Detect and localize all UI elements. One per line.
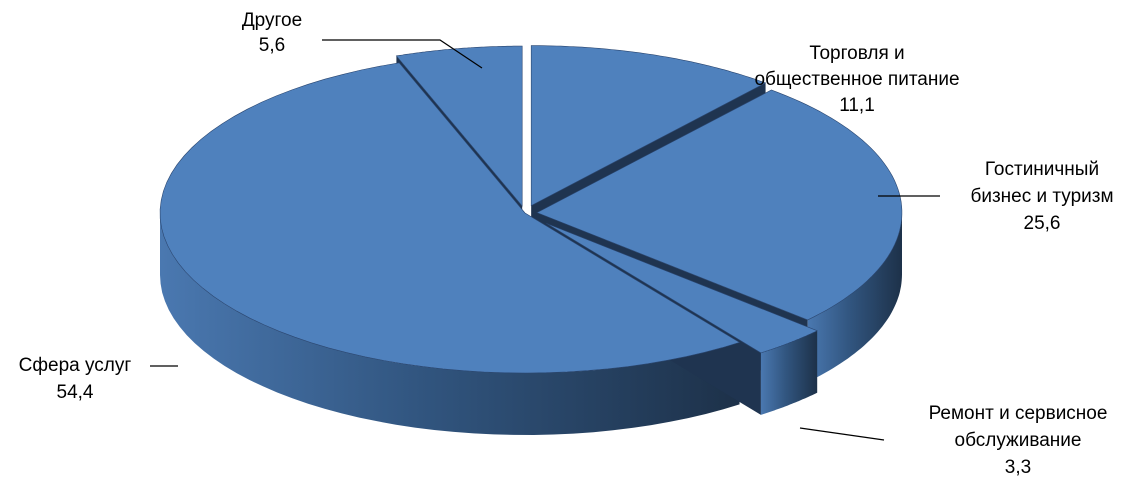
slice-label-other-name: Другое (242, 10, 302, 31)
leader-lines (150, 39, 940, 441)
slice-repair (546, 223, 818, 354)
slice-label-hotel-value: 25,6 (1024, 213, 1061, 234)
slice-other (395, 45, 523, 207)
slice-label-hotel-line1: Гостиничный (985, 159, 1099, 180)
slice-label-trade-line1: Торговля и (809, 43, 904, 64)
slice-label-repair-value: 3,3 (1005, 457, 1031, 478)
slice-label-other-value: 5,6 (259, 35, 285, 56)
slice-label-services-value: 54,4 (57, 382, 94, 403)
labels-layer: Другое 5,6 Торговля и общественное питан… (19, 10, 1114, 478)
slice-side-repair (760, 330, 818, 415)
slice-label-trade-value: 11,1 (839, 95, 875, 116)
slice-side-hotel (807, 212, 902, 382)
slice-label-trade: Торговля и общественное питание 11,1 (754, 43, 959, 116)
slice-hotel (536, 89, 903, 321)
slice-label-services-name: Сфера услуг (19, 355, 132, 376)
slice-side-services (160, 213, 740, 435)
slice-services (159, 62, 741, 374)
slices-layer (159, 45, 903, 435)
slice-label-other: Другое 5,6 (242, 10, 302, 56)
slice-label-hotel: Гостиничный бизнес и туризм 25,6 (970, 159, 1113, 234)
leader-line-other (322, 39, 483, 69)
slice-label-repair-line1: Ремонт и сервисное (929, 403, 1108, 424)
slice-label-trade-line2: общественное питание (754, 69, 959, 90)
slice-label-repair: Ремонт и сервисное обслуживание 3,3 (929, 403, 1108, 478)
leader-line-repair (799, 427, 885, 441)
slice-label-services: Сфера услуг 54,4 (19, 355, 132, 403)
slice-trade (530, 45, 767, 207)
slice-label-repair-line2: обслуживание (955, 430, 1082, 451)
slice-label-hotel-line2: бизнес и туризм (970, 186, 1113, 207)
